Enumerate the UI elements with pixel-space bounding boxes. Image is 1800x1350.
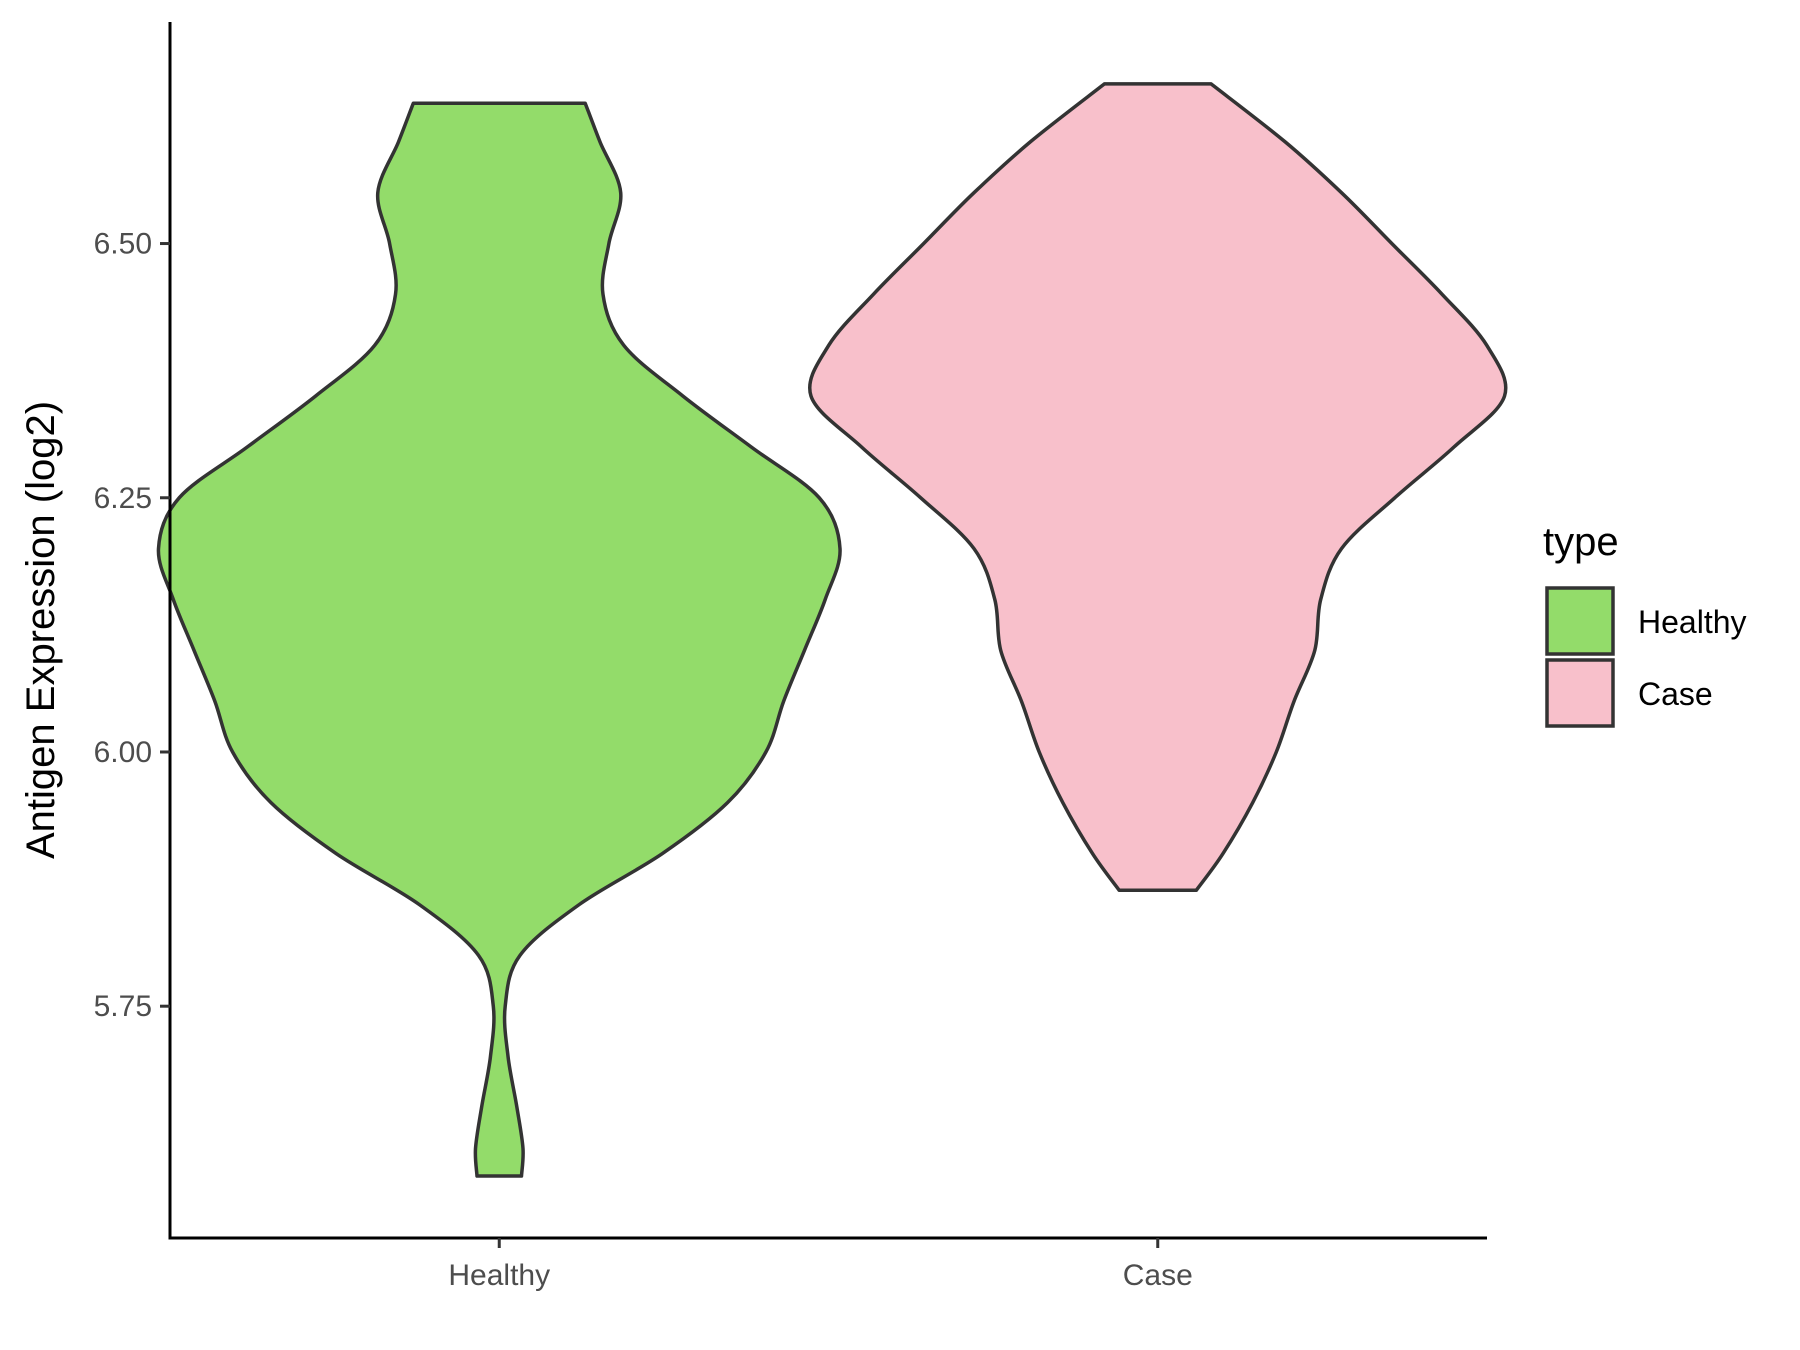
violin-layer — [156, 82, 1508, 1178]
x-axis-ticks: Healthy Case — [448, 1238, 1193, 1292]
y-axis-title: Antigen Expression (log2) — [19, 401, 63, 859]
legend: type Healthy Case — [1543, 520, 1747, 728]
y-tick-label: 6.00 — [94, 736, 152, 769]
x-tick-label: Healthy — [448, 1259, 550, 1292]
x-tick-label: Case — [1123, 1259, 1193, 1292]
y-axis-ticks: 5.75 6.00 6.25 6.50 — [94, 228, 170, 1023]
y-tick-label: 6.25 — [94, 482, 152, 515]
legend-swatch-case — [1545, 658, 1615, 728]
legend-entries: Healthy Case — [1545, 586, 1747, 728]
legend-swatch-healthy — [1545, 586, 1615, 656]
violin-case — [808, 82, 1508, 893]
legend-label-healthy: Healthy — [1638, 604, 1747, 640]
y-tick-label: 5.75 — [94, 990, 152, 1023]
legend-title: type — [1543, 520, 1619, 564]
y-tick-label: 6.50 — [94, 228, 152, 261]
legend-label-case: Case — [1638, 676, 1713, 712]
violin-healthy — [156, 101, 842, 1178]
